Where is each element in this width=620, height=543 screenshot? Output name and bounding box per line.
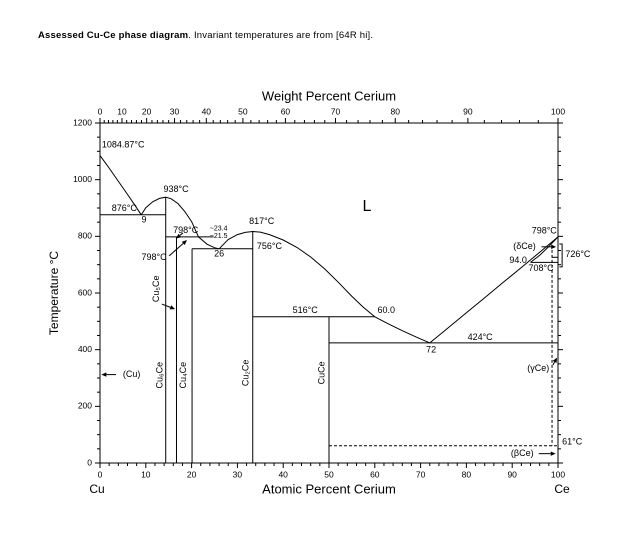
y-axis-left: 0 200 400 600 800 1000 1200 Temperature °C — [47, 117, 100, 467]
cuce-liquidus — [374, 316, 430, 344]
composition-94-label: 94.0 — [509, 255, 527, 265]
cuce-label: CuCe — [317, 361, 327, 384]
x-tick-label: 20 — [187, 469, 197, 479]
liquid-phase-label: L — [363, 198, 372, 215]
y-tick-label: 1200 — [73, 117, 92, 127]
compound-lines — [165, 197, 553, 463]
bracket-726 — [559, 243, 563, 268]
top-tick-label: 10 — [117, 106, 127, 116]
gamma-ce-arrow-head — [552, 357, 558, 364]
y-axis-right — [558, 122, 563, 464]
isotherm-lines — [100, 214, 558, 447]
x-tick-label: 90 — [507, 469, 517, 479]
eutectic-424-composition: 72 — [426, 345, 436, 355]
delta-ce-solidus — [530, 236, 559, 263]
eutectic-756-label: 756°C — [257, 241, 283, 251]
peritectic-798-lower-arrow-head — [181, 240, 188, 245]
x-tick-label: 60 — [370, 469, 380, 479]
y-axis-title: Temperature °C — [47, 251, 61, 335]
cu2ce-congruent-label: 817°C — [249, 216, 275, 226]
top-tick-label: 70 — [331, 106, 341, 116]
annotation-labels: 1084.87°C 876°C9 938°C 798°C 798°C ~23.4~21.5… — [102, 139, 591, 458]
caption-bold-text: Assessed Cu-Ce phase diagram — [38, 30, 189, 41]
cu-phase-label: (Cu) — [123, 369, 141, 379]
cu-phase-arrow-head — [101, 372, 107, 377]
gamma-ce-arrow — [552, 361, 556, 366]
x-tick-label: 100 — [551, 469, 565, 479]
top-tick-label: 100 — [551, 106, 565, 116]
eutectic-876-composition: 9 — [141, 214, 146, 224]
right-end-label: Ce — [554, 482, 570, 496]
ce-liquidus — [429, 236, 559, 344]
x-axis-bottom: 0 10 20 30 40 50 60 70 80 90 100 Atomic Percent Cer… — [89, 463, 570, 496]
cu5ce-label: Cu₅Ce — [151, 275, 161, 302]
peritectic-798-lower-arrow — [168, 242, 184, 257]
x-axis-title: Atomic Percent Cerium — [262, 481, 396, 496]
delta-gamma-726-label: 726°C — [565, 249, 591, 259]
peritectic-798-lower-label: 798°C — [141, 252, 167, 262]
peritectic-798-upper-label: 798°C — [173, 225, 199, 235]
x-tick-label: 80 — [462, 469, 472, 479]
top-tick-label: 0 — [98, 106, 103, 116]
top-tick-label: 20 — [142, 106, 152, 116]
gamma-ce-label: (γCe) — [527, 363, 549, 373]
eutectic-876-label: 876°C — [112, 203, 138, 213]
liquid-composition-21-5: ~21.5 — [210, 233, 228, 240]
liquid-composition-23-4: ~23.4 — [210, 226, 228, 233]
y-tick-label: 200 — [78, 401, 92, 411]
y-tick-label: 400 — [78, 344, 92, 354]
top-tick-label: 60 — [281, 106, 291, 116]
y-tick-label: 0 — [87, 457, 92, 467]
eutectic-424-label: 424°C — [468, 332, 494, 342]
liquidus-curves — [99, 155, 559, 344]
caption-rest-text: . Invariant temperatures are from [64R h… — [188, 30, 374, 41]
transition-61-label: 61°C — [562, 436, 583, 446]
peritectic-516-label: 516°C — [293, 305, 319, 315]
x-tick-label: 40 — [278, 469, 288, 479]
y-tick-label: 800 — [78, 231, 92, 241]
x-tick-label: 10 — [141, 469, 151, 479]
top-tick-label: 90 — [463, 106, 473, 116]
eutectic-756-composition: 26 — [214, 249, 224, 259]
peritectic-708-label: 708°C — [528, 263, 554, 273]
cu-melting-point-label: 1084.87°C — [102, 139, 145, 149]
cu2ce-dome-liquidus — [218, 230, 376, 318]
y-tick-label: 600 — [78, 287, 92, 297]
x-tick-label: 0 — [98, 469, 103, 479]
top-tick-label: 30 — [170, 106, 180, 116]
x-tick-label: 70 — [416, 469, 426, 479]
beta-ce-arrow-head — [550, 451, 556, 456]
left-end-label: Cu — [89, 482, 104, 496]
cu2ce-label: Cu₂Ce — [240, 360, 250, 387]
peritectic-798-upper-arrow-head — [176, 233, 182, 239]
annotation-arrows — [101, 232, 558, 456]
cu5ce-arrow-head — [169, 305, 176, 310]
top-tick-label: 50 — [238, 106, 248, 116]
top-axis-title: Weight Percent Cerium — [262, 88, 396, 103]
peritectic-516-composition: 60.0 — [377, 305, 395, 315]
x-tick-label: 50 — [324, 469, 334, 479]
top-tick-label: 40 — [202, 106, 212, 116]
peritectic-798-upper-arrow — [179, 232, 184, 236]
beta-ce-label: (βCe) — [511, 448, 534, 458]
cu4ce-label: Cu₄Ce — [178, 362, 188, 389]
y-tick-label: 1000 — [73, 174, 92, 184]
cu6ce-label: Cu₆Ce — [154, 362, 164, 389]
ce-melting-label: 798°C — [532, 226, 558, 236]
cu6ce-dome-liquidus — [140, 196, 220, 250]
x-axis-top: 0 10 20 30 40 50 60 70 80 90 100 Weight Percent Cer… — [98, 88, 565, 123]
delta-ce-label: (δCe) — [513, 241, 536, 251]
delta-ce-arrow-head — [551, 244, 557, 250]
cu-liquidus — [99, 155, 142, 216]
cu6ce-congruent-label: 938°C — [163, 184, 189, 194]
figure-caption: Assessed Cu-Ce phase diagram. Invariant … — [38, 30, 373, 41]
cu5ce-arrow — [161, 303, 171, 308]
x-tick-label: 30 — [233, 469, 243, 479]
top-tick-label: 80 — [391, 106, 401, 116]
